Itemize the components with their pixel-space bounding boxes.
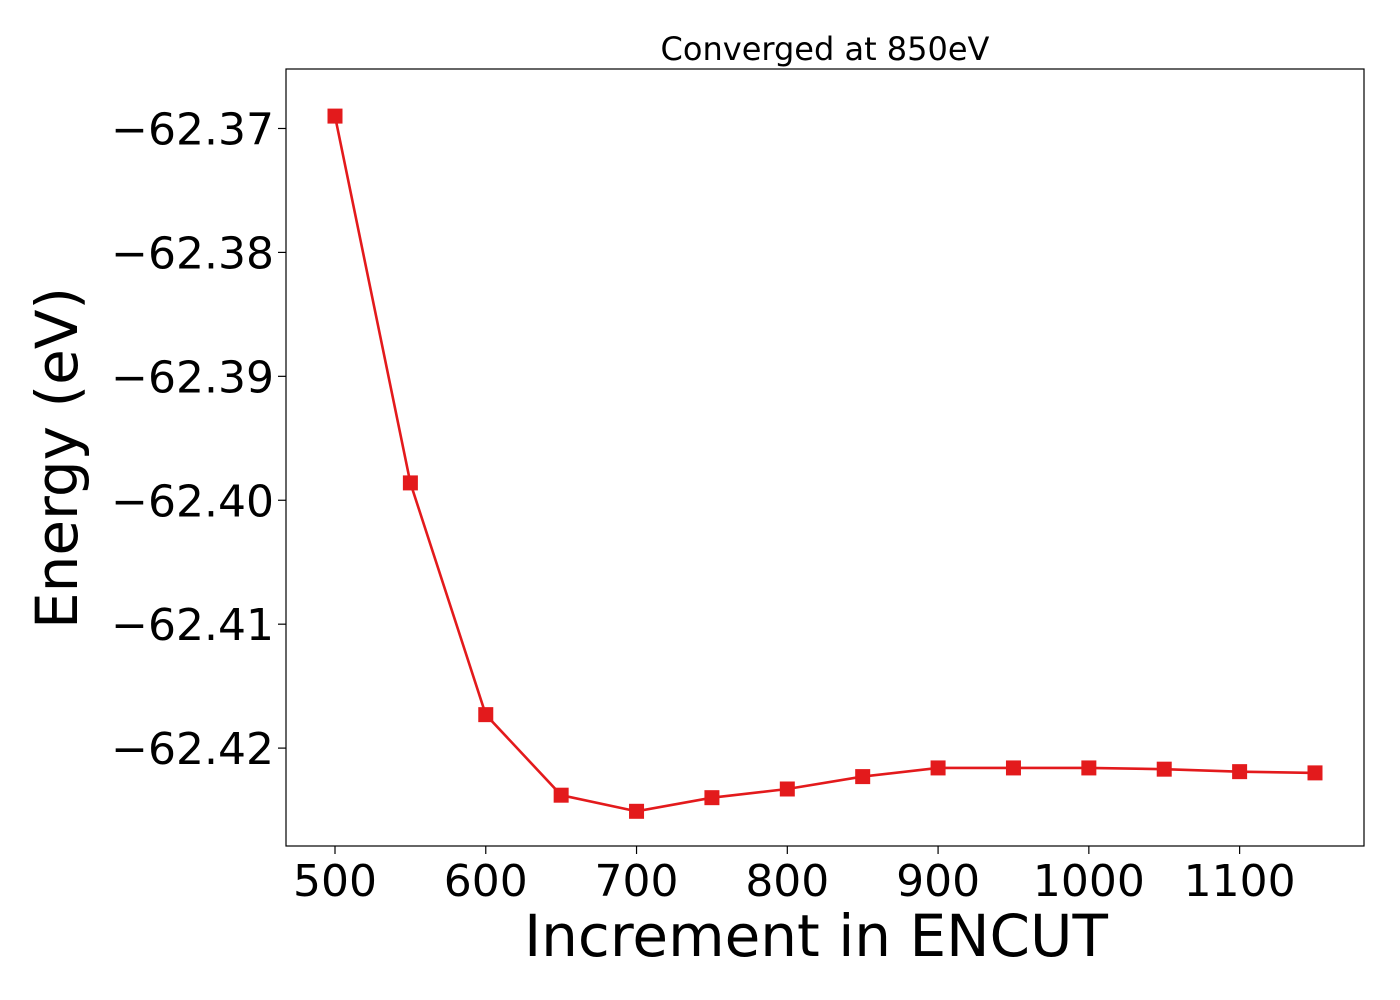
x-axis: 500 600 700 800 900 1000 1100: [293, 846, 1296, 907]
series-layer: [327, 108, 1323, 819]
y-tick-label: −62.38: [111, 228, 274, 279]
data-point: [1307, 765, 1323, 781]
data-point: [327, 108, 343, 124]
x-tick-label: 1000: [1033, 856, 1145, 907]
data-point: [1005, 760, 1021, 776]
y-axis-label: Energy (eV): [23, 287, 91, 629]
y-tick-label: −62.40: [111, 476, 274, 527]
y-axis: −62.37 −62.38 −62.39 −62.40 −62.41 −62.42: [111, 104, 286, 775]
plot-frame: [285, 68, 1365, 847]
data-point: [478, 707, 494, 723]
data-point: [704, 790, 720, 806]
x-tick-label: 800: [745, 856, 829, 907]
x-tick-label: 500: [293, 856, 377, 907]
x-axis-label: Increment in ENCUT: [524, 902, 1108, 970]
y-tick-label: −62.37: [111, 104, 274, 155]
data-point: [1081, 760, 1097, 776]
x-tick-label: 700: [595, 856, 679, 907]
data-point: [779, 781, 795, 797]
y-tick-label: −62.41: [111, 600, 274, 651]
x-tick-label: 900: [896, 856, 980, 907]
data-point: [1156, 761, 1172, 777]
data-point: [553, 787, 569, 803]
data-point: [855, 769, 871, 785]
data-point: [402, 475, 418, 491]
x-tick-label: 600: [444, 856, 528, 907]
x-tick-label: 1100: [1184, 856, 1296, 907]
data-point: [1232, 764, 1248, 780]
y-tick-label: −62.42: [111, 724, 274, 775]
series-line: [333, 115, 1316, 813]
chart-title: Converged at 850eV: [661, 30, 990, 68]
data-point: [930, 760, 946, 776]
data-point: [629, 803, 645, 819]
y-tick-label: −62.39: [111, 352, 274, 403]
